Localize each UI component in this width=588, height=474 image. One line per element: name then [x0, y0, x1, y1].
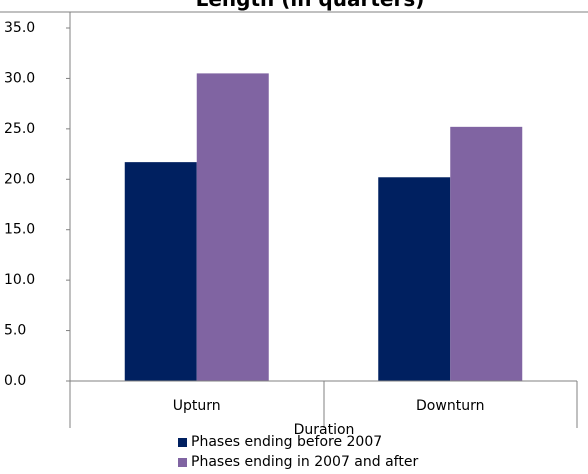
x-axis-title: Duration	[294, 422, 355, 438]
y-tick-label: 5.0	[4, 323, 26, 339]
bar-downturn-series-2	[450, 126, 523, 381]
legend-label-before-2007: Phases ending before 2007	[191, 434, 383, 450]
y-tick-label: 15.0	[4, 222, 35, 238]
y-tick-label: 10.0	[4, 272, 35, 288]
bar-upturn-series-2	[196, 73, 269, 381]
legend-swatch-before-2007	[178, 437, 187, 447]
y-tick-label: 25.0	[4, 121, 35, 137]
legend-label-2007-and-after: Phases ending in 2007 and after	[191, 454, 419, 470]
bar-upturn-series-1	[124, 162, 197, 381]
legend-swatch-2007-and-after	[178, 457, 187, 467]
x-category-label: Upturn	[173, 398, 221, 414]
x-category-label: Downturn	[416, 398, 484, 414]
y-tick-label: 35.0	[4, 20, 35, 36]
bars-group	[124, 73, 523, 381]
x-axis: Upturn Downturn	[69, 380, 578, 428]
y-tick-label: 30.0	[4, 70, 35, 86]
y-axis: 0.0 5.0 10.0 15.0 20.0 25.0 30.0 35.0	[0, 11, 588, 389]
legend-item-before-2007: Phases ending before 2007	[178, 432, 418, 452]
legend: Phases ending before 2007 Phases ending …	[178, 432, 418, 472]
legend-item-2007-and-after: Phases ending in 2007 and after	[178, 452, 418, 472]
bar-downturn-series-1	[378, 177, 451, 381]
y-tick-label: 0.0	[4, 373, 26, 389]
y-tick-label: 20.0	[4, 171, 35, 187]
chart-title: Length (in quarters)	[196, 0, 425, 11]
